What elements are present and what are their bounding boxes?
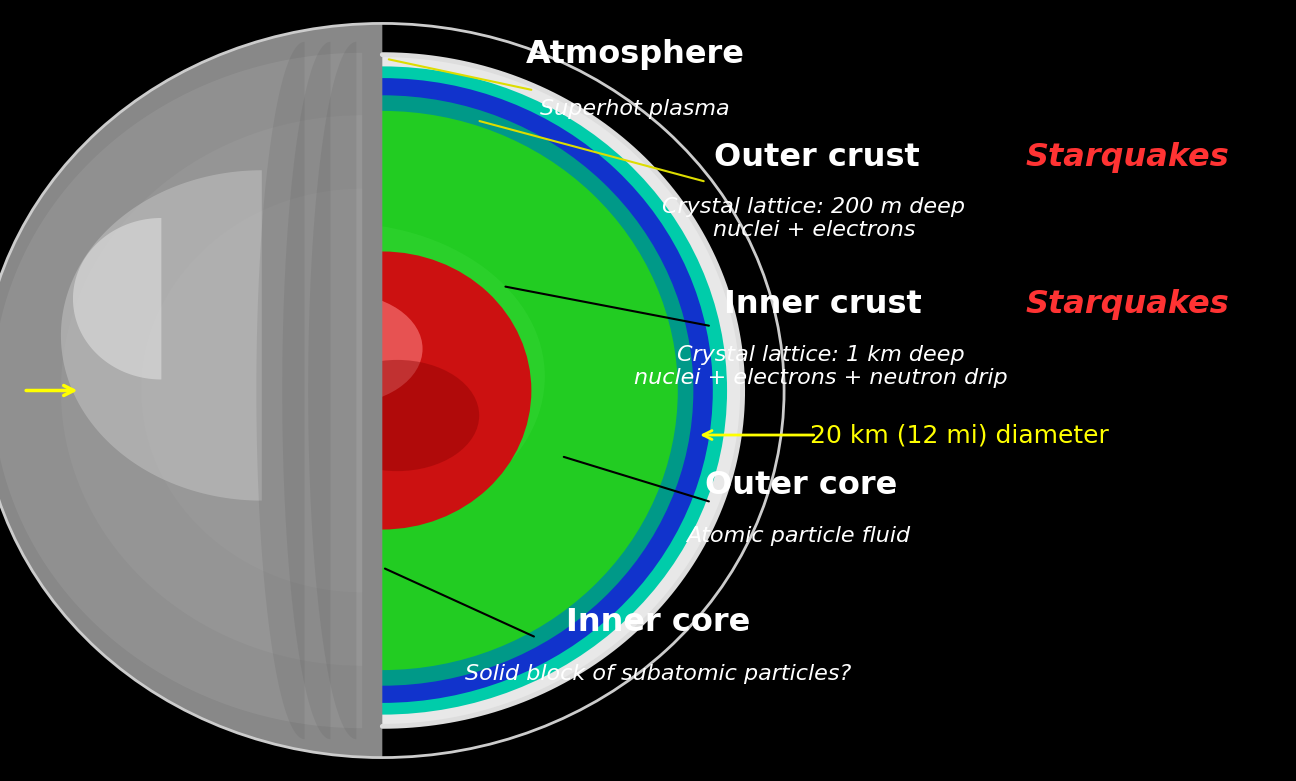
Polygon shape	[283, 42, 330, 739]
Ellipse shape	[259, 293, 422, 405]
Text: Crystal lattice: 200 m deep
nuclei + electrons: Crystal lattice: 200 m deep nuclei + ele…	[662, 197, 966, 240]
Polygon shape	[73, 218, 161, 380]
Text: Outer crust: Outer crust	[714, 142, 919, 173]
Text: Starquakes: Starquakes	[1025, 142, 1230, 173]
Polygon shape	[308, 42, 356, 739]
Text: Solid block of subatomic particles?: Solid block of subatomic particles?	[465, 664, 851, 684]
Text: Starquakes: Starquakes	[1025, 289, 1230, 320]
Ellipse shape	[315, 360, 480, 471]
Text: Outer core: Outer core	[705, 470, 897, 501]
Polygon shape	[61, 170, 262, 501]
Text: Superhot plasma: Superhot plasma	[540, 99, 730, 119]
Ellipse shape	[131, 223, 544, 530]
Text: 20 km (12 mi) diameter: 20 km (12 mi) diameter	[810, 423, 1108, 447]
Ellipse shape	[22, 55, 743, 726]
Ellipse shape	[71, 95, 693, 686]
Polygon shape	[0, 23, 382, 758]
Ellipse shape	[87, 111, 678, 670]
Polygon shape	[257, 42, 305, 739]
Text: Atomic particle fluid: Atomic particle fluid	[687, 526, 910, 547]
Text: Inner core: Inner core	[566, 607, 750, 638]
Ellipse shape	[233, 251, 531, 530]
Text: Atmosphere: Atmosphere	[526, 39, 744, 70]
Ellipse shape	[38, 66, 727, 715]
Text: Inner crust: Inner crust	[724, 289, 921, 320]
Text: Crystal lattice: 1 km deep
nuclei + electrons + neutron drip: Crystal lattice: 1 km deep nuclei + elec…	[634, 345, 1007, 388]
Ellipse shape	[52, 78, 713, 703]
Polygon shape	[61, 116, 362, 665]
Polygon shape	[141, 189, 362, 592]
Polygon shape	[0, 53, 362, 728]
